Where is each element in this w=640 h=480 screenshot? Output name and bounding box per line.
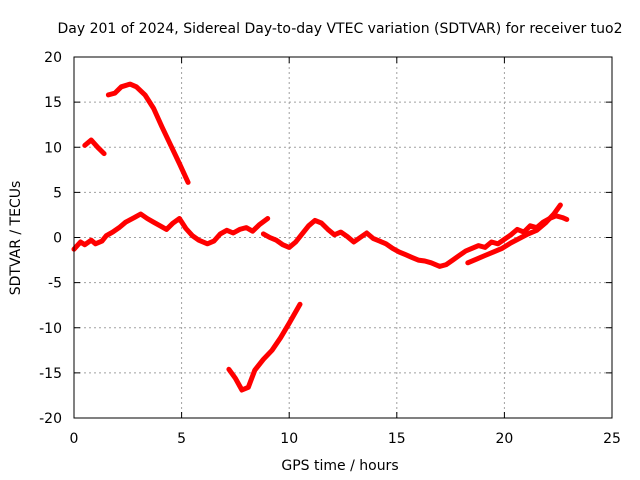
- x-tick-label: 25: [603, 431, 621, 447]
- chart-title: Day 201 of 2024, Sidereal Day-to-day VTE…: [57, 21, 622, 37]
- x-tick-label: 0: [70, 431, 79, 447]
- y-tick-label: -10: [39, 321, 62, 337]
- y-tick-label: 5: [53, 185, 62, 201]
- series-segment-5: [260, 213, 570, 269]
- y-tick-label: -20: [39, 411, 62, 427]
- x-tick-label: 5: [177, 431, 186, 447]
- y-tick-label: -5: [48, 276, 62, 292]
- x-tick-label: 20: [495, 431, 513, 447]
- y-tick-label: 0: [53, 231, 62, 247]
- series-segment-2: [105, 81, 191, 185]
- x-tick-label: 10: [280, 431, 298, 447]
- x-tick-label: 15: [388, 431, 406, 447]
- y-tick-label: 20: [44, 50, 62, 66]
- series-segment-6: [465, 202, 563, 266]
- y-tick-label: 15: [44, 95, 62, 111]
- x-axis-title: GPS time / hours: [281, 458, 398, 474]
- series-segment-4: [71, 211, 271, 252]
- data-series: [71, 81, 570, 393]
- y-tick-label: 10: [44, 140, 62, 156]
- series-segment-1: [82, 137, 107, 157]
- ticks: 0 5 10 15 20 25 -20 -15 -10 -5 0 5 10 15 20: [39, 50, 621, 447]
- y-tick-label: -15: [39, 366, 62, 382]
- y-axis-title: SDTVAR / TECUs: [8, 181, 24, 296]
- series-segment-3: [226, 301, 303, 393]
